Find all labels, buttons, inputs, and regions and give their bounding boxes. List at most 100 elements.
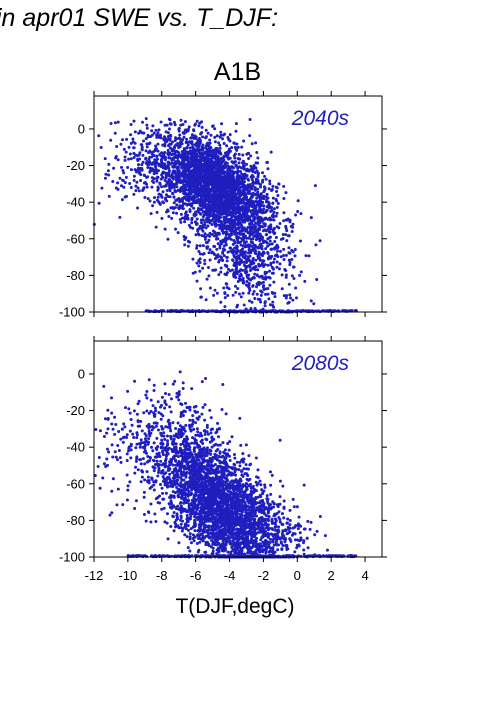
data-point xyxy=(234,147,238,151)
data-point xyxy=(163,123,167,127)
data-point xyxy=(244,207,248,211)
data-point xyxy=(304,254,308,258)
data-point xyxy=(252,217,256,221)
data-point xyxy=(166,537,170,541)
data-point xyxy=(132,174,136,178)
data-point xyxy=(236,166,240,170)
data-point xyxy=(234,276,238,280)
data-point xyxy=(252,200,256,204)
data-point xyxy=(294,296,298,300)
data-point xyxy=(201,148,205,152)
data-point xyxy=(202,152,206,156)
data-point xyxy=(254,249,258,253)
data-point xyxy=(269,483,273,487)
data-point xyxy=(133,130,137,134)
data-point xyxy=(169,122,173,126)
data-point xyxy=(195,217,199,221)
data-point xyxy=(124,175,128,179)
data-point xyxy=(262,239,266,243)
data-point xyxy=(314,243,318,247)
data-point xyxy=(116,120,120,124)
data-point xyxy=(212,244,216,248)
data-point xyxy=(275,265,279,269)
data-point xyxy=(202,204,206,208)
data-point xyxy=(253,230,257,234)
data-point xyxy=(167,180,171,184)
data-point xyxy=(227,156,231,160)
data-point xyxy=(259,293,263,297)
data-point xyxy=(207,251,211,255)
data-point xyxy=(164,193,168,197)
data-point xyxy=(209,193,213,197)
data-point xyxy=(260,180,264,184)
data-point xyxy=(214,171,218,175)
data-point xyxy=(238,277,242,281)
data-point xyxy=(176,197,180,201)
data-point xyxy=(189,182,193,186)
data-point xyxy=(160,185,164,189)
data-point xyxy=(225,286,229,290)
data-point xyxy=(139,178,143,182)
data-point xyxy=(178,133,182,137)
data-point xyxy=(187,223,191,227)
data-point xyxy=(188,203,192,207)
data-point xyxy=(148,199,152,203)
data-point xyxy=(179,187,183,191)
data-point xyxy=(250,222,254,226)
data-point xyxy=(226,250,230,254)
data-point xyxy=(275,225,279,229)
data-point xyxy=(154,128,158,132)
data-point xyxy=(156,142,160,146)
data-point xyxy=(215,183,219,187)
data-point xyxy=(132,436,136,440)
data-point xyxy=(164,158,167,162)
data-point xyxy=(156,131,160,135)
data-point xyxy=(223,193,227,197)
data-point xyxy=(235,460,239,464)
data-point xyxy=(195,119,199,123)
data-point xyxy=(208,231,212,235)
data-point xyxy=(258,232,262,236)
data-point xyxy=(260,196,264,200)
data-point xyxy=(177,207,181,211)
data-point xyxy=(229,217,233,221)
data-point xyxy=(222,171,226,175)
data-point xyxy=(218,255,222,259)
data-point xyxy=(151,167,155,171)
data-point xyxy=(234,122,238,126)
data-point xyxy=(129,185,133,189)
data-point xyxy=(138,167,142,171)
data-point xyxy=(217,205,221,209)
data-point xyxy=(303,279,307,283)
data-point xyxy=(250,142,254,146)
data-point xyxy=(237,257,241,261)
data-point xyxy=(238,464,242,468)
data-point xyxy=(215,175,219,179)
data-point xyxy=(160,161,164,165)
data-point xyxy=(204,128,208,132)
data-point xyxy=(274,236,278,240)
data-point xyxy=(201,143,205,147)
data-point xyxy=(227,208,231,212)
data-point xyxy=(253,244,257,248)
data-point xyxy=(193,163,197,167)
data-point xyxy=(232,229,236,233)
data-point xyxy=(217,141,221,145)
data-point xyxy=(123,155,127,159)
data-point xyxy=(121,138,125,142)
data-point xyxy=(194,136,198,140)
data-point xyxy=(193,214,197,218)
data-point xyxy=(183,153,187,157)
data-point xyxy=(315,278,319,282)
data-point xyxy=(231,242,235,246)
data-point xyxy=(198,257,202,261)
data-point xyxy=(209,157,213,161)
data-point xyxy=(212,293,216,297)
data-point xyxy=(158,201,162,205)
data-point xyxy=(152,469,156,473)
data-point xyxy=(173,152,177,156)
data-point xyxy=(192,129,196,133)
data-point xyxy=(244,267,248,271)
data-point xyxy=(213,288,217,292)
data-point xyxy=(270,188,274,192)
